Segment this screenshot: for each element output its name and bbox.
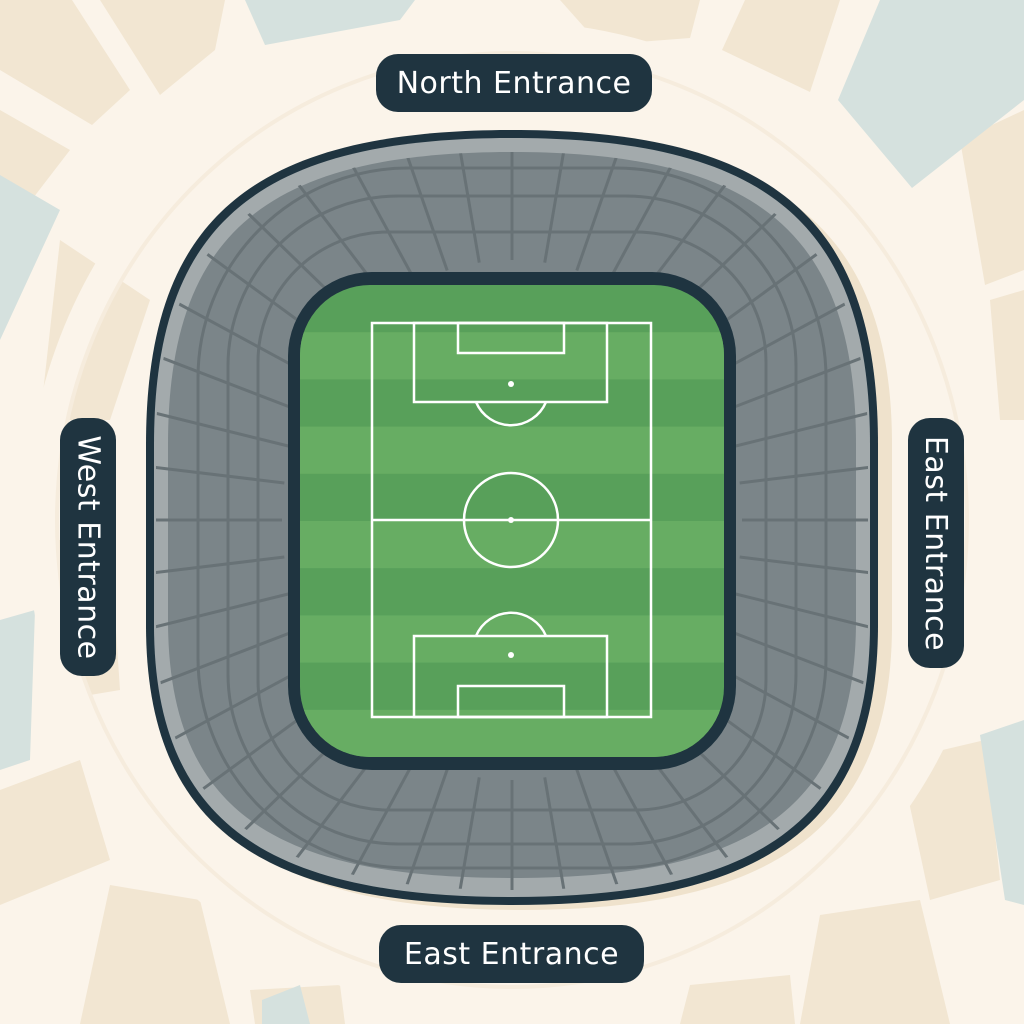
- seat-aisle: [575, 768, 632, 890]
- city-block: [0, 0, 130, 125]
- west-entrance-label[interactable]: West Entrance: [60, 418, 116, 676]
- city-block: [960, 110, 1024, 285]
- seat-aisle: [575, 152, 632, 272]
- penalty-spot-south: [508, 652, 514, 658]
- pitch-spots: [508, 381, 514, 658]
- seat-aisle: [450, 152, 481, 263]
- goal-area-south: [456, 684, 566, 719]
- seat-aisle: [156, 591, 292, 640]
- penalty-arc-south: [474, 611, 548, 637]
- seat-grid: [156, 152, 868, 890]
- seat-aisle: [732, 400, 868, 449]
- seat-aisle: [156, 458, 285, 485]
- pitch-stripe: [300, 521, 724, 569]
- seat-aisle: [392, 152, 449, 272]
- water-block: [980, 720, 1024, 905]
- south-entrance-text: East Entrance: [403, 936, 620, 972]
- city-block: [800, 900, 950, 1024]
- water-block: [0, 175, 60, 340]
- south-entrance-label[interactable]: East Entrance: [379, 925, 644, 983]
- seat-aisle: [732, 591, 868, 640]
- east-entrance-text: East Entrance: [918, 435, 954, 651]
- pitch-stripe: [300, 426, 724, 474]
- seat-aisle: [450, 777, 481, 890]
- north-entrance-label[interactable]: North Entrance: [376, 54, 652, 112]
- seat-aisle: [739, 458, 868, 485]
- city-block: [722, 0, 840, 92]
- water-block: [0, 610, 35, 770]
- pitch-stripe: [300, 332, 724, 380]
- seat-aisle: [739, 555, 868, 582]
- seat-aisle: [543, 777, 574, 890]
- city-block: [990, 290, 1024, 420]
- pitch-stripes: [300, 332, 724, 757]
- city-block: [100, 0, 225, 95]
- seat-aisle: [156, 400, 292, 449]
- centre-spot: [508, 517, 514, 523]
- seat-aisle: [543, 152, 574, 263]
- ring-road-edge: [55, 51, 969, 989]
- water-block: [262, 985, 310, 1024]
- seat-aisle: [156, 555, 285, 582]
- pitch-markings: [370, 321, 653, 719]
- goal-area-north: [456, 321, 566, 355]
- city-block: [80, 885, 230, 1024]
- penalty-spot-north: [508, 381, 514, 387]
- west-entrance-text: West Entrance: [70, 434, 106, 660]
- city-block: [0, 760, 110, 905]
- water-block: [245, 0, 415, 45]
- north-entrance-text: North Entrance: [396, 65, 632, 101]
- centre-circle: [462, 471, 560, 569]
- east-entrance-label[interactable]: East Entrance: [908, 418, 964, 668]
- seat-aisle: [392, 768, 449, 890]
- stadium: [146, 130, 892, 910]
- water-block: [838, 0, 1024, 188]
- ring-road: [26, 22, 998, 1018]
- city-block: [680, 975, 795, 1024]
- penalty-arc-north: [474, 401, 548, 427]
